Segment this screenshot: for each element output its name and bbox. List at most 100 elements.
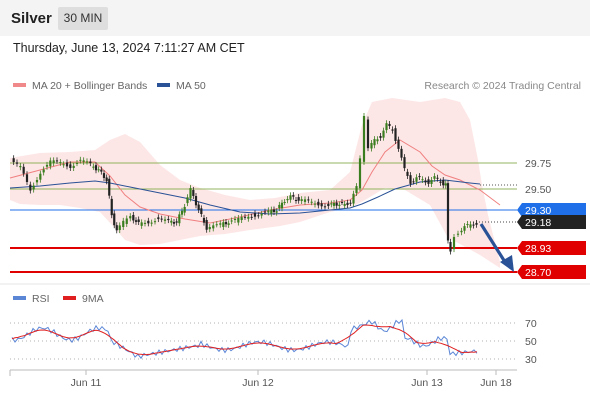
candle-body [358, 158, 362, 189]
candle-body [118, 225, 121, 231]
instrument-title: Silver [11, 10, 52, 27]
candle-body [466, 224, 469, 226]
candle-body [382, 130, 385, 138]
candle-body [460, 230, 463, 233]
candle-body [215, 224, 218, 226]
candle-body [79, 159, 82, 161]
candle-body [110, 198, 113, 216]
candle-body [391, 129, 394, 131]
candle-body [122, 220, 125, 227]
candle-body [227, 223, 230, 225]
candle-body [275, 211, 278, 213]
candle-body [313, 203, 317, 205]
ma20-line [9, 139, 501, 224]
legend-bollinger: MA 20 + Bollinger Bands [13, 80, 147, 92]
candle-body [180, 210, 184, 215]
candle-body [163, 219, 167, 221]
candle-body [32, 185, 35, 190]
candle-body [160, 218, 163, 220]
candle-body [362, 116, 366, 162]
price-label-box [517, 203, 586, 217]
candle-body [125, 218, 128, 224]
x-tick-label: Jun 12 [242, 377, 274, 389]
candle-body [49, 160, 52, 167]
x-tick-label: Jun 13 [411, 377, 443, 389]
candle-body [147, 220, 150, 224]
candle-body [303, 199, 307, 202]
forecast-arrow-head [500, 255, 514, 272]
candle-body [100, 169, 103, 172]
candle-body [62, 164, 65, 166]
candle-body [69, 164, 72, 168]
price-label-box [517, 215, 586, 229]
candle-body [294, 199, 298, 201]
ma50-line [9, 179, 481, 215]
candle-body [202, 217, 206, 223]
candle-body [189, 188, 192, 199]
candle-body [463, 226, 466, 231]
candle-body [25, 174, 29, 182]
candle-body [286, 198, 289, 201]
candle-body [385, 123, 388, 131]
candle-body [137, 219, 140, 223]
candle-body [170, 220, 173, 223]
rsi-panel: 70 50 30 [0, 283, 590, 366]
legend-9ma-swatch [63, 296, 76, 301]
rsi-level-label: 70 [525, 318, 537, 330]
candle-body [157, 217, 160, 220]
candle-body [270, 209, 273, 214]
candle-body [39, 173, 42, 180]
x-tick-label: Jun 18 [480, 377, 512, 389]
candle-body [59, 162, 62, 164]
candle-body [442, 180, 445, 186]
candle-body [115, 225, 118, 231]
candle-body [113, 213, 116, 226]
candle-body [129, 216, 132, 219]
bollinger-band-area [10, 98, 500, 268]
candle-body [172, 222, 176, 224]
candle-body [260, 213, 263, 216]
candle-body [400, 148, 403, 158]
candle-body [219, 223, 222, 225]
candle-body [22, 166, 25, 174]
candle-body [469, 224, 472, 228]
candle-body [97, 169, 100, 171]
candle-body [52, 160, 55, 164]
candle-body [335, 202, 338, 206]
candle-body [289, 195, 292, 200]
candle-body [183, 206, 186, 213]
rsi-level-label: 50 [525, 336, 537, 348]
candle-body [167, 218, 170, 221]
candle-body [143, 222, 147, 224]
candle-body [456, 233, 460, 235]
candle-body [253, 213, 257, 217]
candle-body [475, 222, 478, 225]
price-label-box [517, 265, 586, 279]
candle-body [373, 139, 376, 146]
candle-body [105, 177, 108, 182]
price-label-support: 28.93 [525, 243, 551, 255]
candle-body [175, 221, 178, 223]
candle-body [388, 123, 391, 127]
chart-header: Silver 30 MIN [0, 0, 590, 36]
candle-body [55, 160, 59, 162]
candle-body [472, 224, 475, 226]
timeframe-button[interactable]: 30 MIN [58, 7, 108, 30]
candle-body [330, 203, 333, 205]
candle-body [82, 160, 85, 162]
candle-body [192, 190, 195, 196]
moving-averages [9, 139, 514, 272]
candle-body [12, 158, 15, 163]
candle-body [343, 203, 346, 206]
candle-body [42, 169, 45, 173]
candle-body [415, 177, 418, 182]
level-lines [10, 162, 517, 273]
candle-body [349, 202, 352, 204]
legend-9ma: 9MA [63, 293, 104, 305]
candle-body [272, 209, 276, 212]
candle-body [45, 164, 49, 167]
candle-body [29, 184, 32, 191]
candle-body [263, 211, 267, 213]
